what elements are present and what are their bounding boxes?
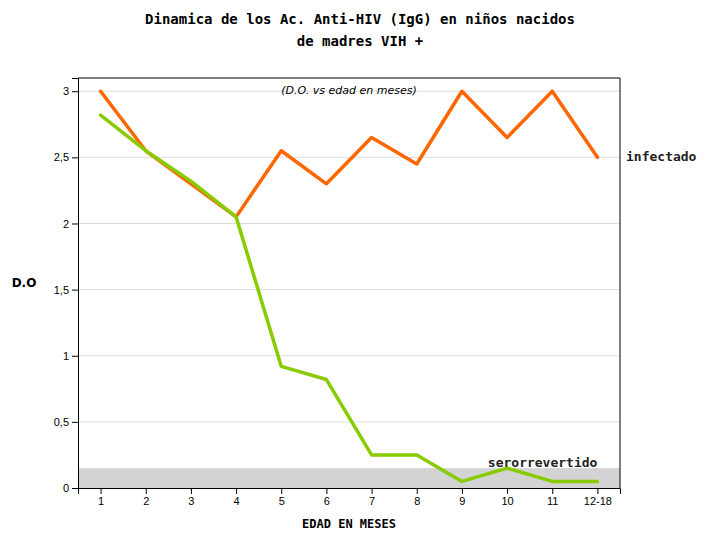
- title: Dinamica de los Ac. Anti-HIV (IgG) en ni…: [145, 11, 575, 27]
- y-axis-title: D.O: [12, 276, 37, 290]
- grid-line: [78, 223, 620, 224]
- plot-frame: [620, 78, 621, 488]
- tick: 1: [98, 488, 104, 507]
- tick: 2: [63, 218, 78, 230]
- tick-label: 7: [369, 495, 375, 507]
- tick-label: 5: [279, 495, 285, 507]
- x-axis-title: EDAD EN MESES: [302, 517, 396, 531]
- tick: 1,5: [54, 284, 78, 296]
- series-label: infectado: [626, 149, 697, 164]
- tick-mark: [326, 488, 327, 494]
- tick-label: 1: [63, 350, 69, 362]
- tick-mark: [72, 223, 78, 224]
- grid-line: [78, 157, 620, 158]
- tick-label: 4: [234, 495, 240, 507]
- chart: Dinamica de los Ac. Anti-HIV (IgG) en ni…: [0, 0, 720, 540]
- tick: 6: [324, 488, 330, 507]
- series-line: [101, 91, 598, 217]
- tick: 3: [63, 85, 78, 97]
- grid-line: [78, 289, 620, 290]
- tick-label: 2,5: [54, 151, 69, 163]
- series-line: [101, 115, 598, 481]
- tick-mark: [72, 422, 78, 423]
- tick: 12-18: [584, 488, 612, 507]
- grid: [78, 91, 620, 488]
- tick: 2,5: [54, 151, 78, 163]
- tick: 7: [369, 488, 375, 507]
- tick-mark: [72, 290, 78, 291]
- tick-mark: [191, 488, 192, 494]
- tick-label: 1,5: [54, 284, 69, 296]
- subtitle: (D.O. vs edad en meses): [281, 84, 416, 97]
- tick: 0,5: [54, 416, 78, 428]
- x-axis: 1 2 3 4 5 6 7 8 9 10 11 12-18: [79, 488, 621, 507]
- tick-mark: [507, 488, 508, 494]
- tick: 0: [63, 482, 78, 494]
- tick-mark: [236, 488, 237, 494]
- tick-label: 12-18: [584, 495, 612, 507]
- tick-label: 11: [547, 495, 558, 507]
- tick: 8: [414, 488, 420, 507]
- tick: 1: [63, 350, 78, 362]
- series-label: serorrevertido: [488, 455, 598, 470]
- tick-mark: [372, 488, 373, 494]
- tick-mark: [146, 488, 147, 494]
- tick-label: 0,5: [54, 416, 69, 428]
- tick-label: 6: [324, 495, 330, 507]
- tick-label: 2: [143, 495, 149, 507]
- plot-frame: [78, 78, 620, 79]
- y-axis: 0 0,5 1 1,5 2 2,5 3: [54, 79, 79, 495]
- tick-label: 0: [63, 482, 69, 494]
- tick: 9: [459, 488, 465, 507]
- tick-label: 1: [98, 495, 104, 507]
- tick-label: 8: [414, 495, 420, 507]
- tick-mark: [72, 356, 78, 357]
- grid-line: [78, 355, 620, 356]
- grid-line: [78, 421, 620, 422]
- tick: 3: [188, 488, 194, 507]
- axis-line: [72, 79, 79, 489]
- tick-label: 3: [188, 495, 194, 507]
- tick-label: 2: [63, 218, 69, 230]
- tick-label: 3: [63, 85, 69, 97]
- tick: 5: [279, 488, 285, 507]
- tick: 4: [234, 488, 240, 507]
- tick-mark: [72, 157, 78, 158]
- marks: [78, 91, 620, 488]
- tick-mark: [101, 488, 102, 494]
- tick: 10: [501, 488, 513, 507]
- plot: 1 2 3 4 5 6 7 8 9 10 11 12-18 0 0,5 1 1,5 2 2,5 3 (D.O. vs …: [54, 78, 697, 507]
- tick: 2: [143, 488, 149, 507]
- tick-mark: [462, 488, 463, 494]
- tick-mark: [552, 488, 553, 494]
- tick-mark: [281, 488, 282, 494]
- tick-label: 9: [459, 495, 465, 507]
- tick-mark: [417, 488, 418, 494]
- tick-mark: [72, 91, 78, 92]
- axis-line: [79, 489, 621, 495]
- title: de madres VIH +: [297, 33, 423, 49]
- tick-mark: [597, 488, 598, 494]
- tick-mark: [72, 488, 78, 489]
- tick: 11: [547, 488, 558, 507]
- tick-label: 10: [501, 495, 513, 507]
